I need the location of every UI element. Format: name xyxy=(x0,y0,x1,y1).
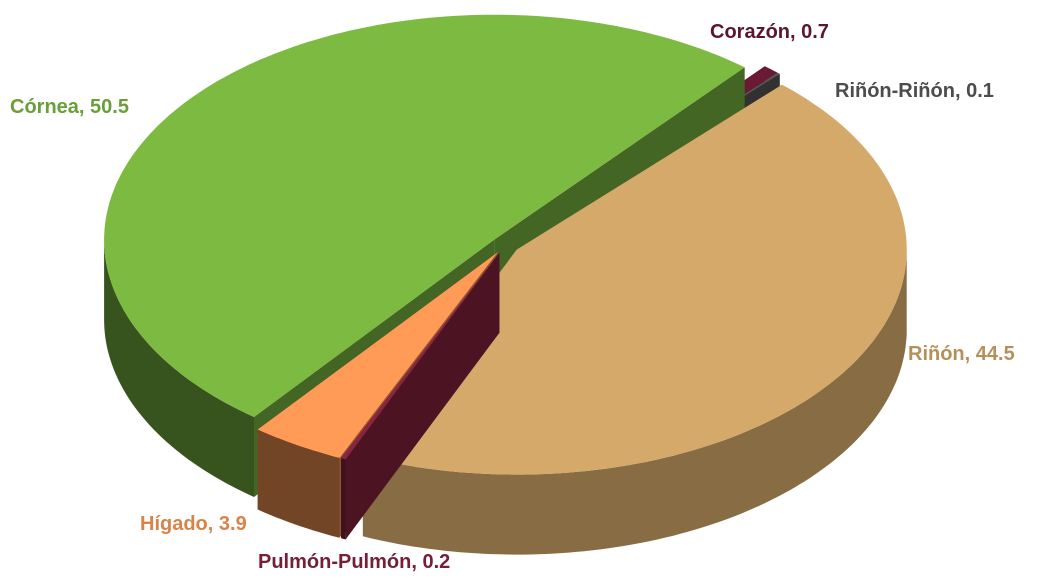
label-value: 0.2 xyxy=(422,551,450,573)
slice-edge-wall xyxy=(341,252,500,539)
label-name: Riñón-Riñón xyxy=(835,80,955,102)
label-separator: , xyxy=(79,96,90,118)
data-label: Pulmón-Pulmón, 0.2 xyxy=(258,551,450,573)
slice xyxy=(362,84,907,475)
label-name: Pulmón-Pulmón xyxy=(258,551,411,573)
slice xyxy=(257,252,498,458)
label-separator: , xyxy=(208,513,219,535)
slice xyxy=(341,252,500,460)
label-name: Corazón xyxy=(710,21,790,43)
label-separator: , xyxy=(411,551,422,573)
slice-side-wall xyxy=(362,249,907,555)
data-label: Hígado, 3.9 xyxy=(140,513,247,535)
data-label: Riñón, 44.5 xyxy=(908,343,1015,365)
label-separator: , xyxy=(790,21,801,43)
label-value: 50.5 xyxy=(90,96,129,118)
label-value: 3.9 xyxy=(219,513,247,535)
label-name: Córnea xyxy=(10,96,80,118)
label-name: Riñón xyxy=(908,343,965,365)
label-value: 44.5 xyxy=(976,343,1015,365)
label-separator: , xyxy=(965,343,976,365)
slice-side-wall xyxy=(257,429,340,538)
label-separator: , xyxy=(955,80,966,102)
slice xyxy=(104,14,745,417)
data-label: Corazón, 0.7 xyxy=(710,21,829,43)
label-value: 0.7 xyxy=(801,21,829,43)
slice-side-wall xyxy=(341,458,346,540)
data-label: Córnea, 50.5 xyxy=(10,96,129,118)
data-label: Riñón-Riñón, 0.1 xyxy=(835,80,994,102)
slice-side-wall xyxy=(104,239,254,497)
label-name: Hígado xyxy=(140,513,208,535)
label-value: 0.1 xyxy=(966,80,994,102)
